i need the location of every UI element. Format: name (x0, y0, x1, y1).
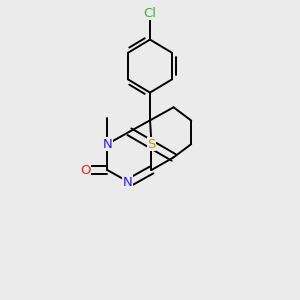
Text: O: O (80, 164, 91, 176)
Text: N: N (123, 176, 133, 189)
Text: Cl: Cl (143, 7, 157, 20)
Text: S: S (147, 138, 156, 151)
Text: N: N (102, 138, 112, 151)
